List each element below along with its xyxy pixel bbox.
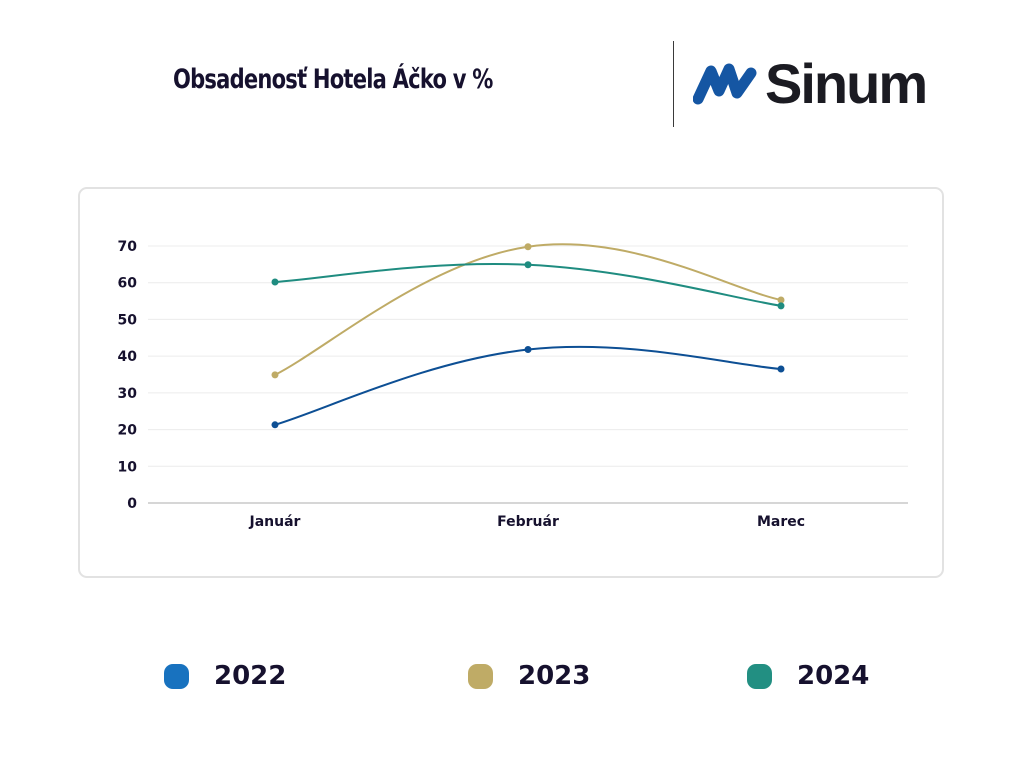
sinum-logo: Sinum bbox=[693, 52, 928, 115]
y-tick-label: 60 bbox=[118, 276, 138, 292]
data-point-2024-0 bbox=[271, 278, 279, 286]
y-tick-label: 40 bbox=[118, 349, 138, 365]
data-point-2022-1 bbox=[524, 346, 532, 354]
legend-item-2022: 2022 bbox=[164, 660, 286, 692]
y-tick-label: 70 bbox=[118, 239, 138, 255]
legend-item-2024: 2024 bbox=[747, 660, 869, 692]
data-point-2023-0 bbox=[271, 371, 279, 379]
sinum-wave-icon bbox=[693, 63, 757, 105]
legend-label-2024: 2024 bbox=[797, 661, 870, 691]
y-tick-label: 0 bbox=[127, 496, 137, 512]
data-point-2022-2 bbox=[777, 365, 785, 373]
data-point-2024-2 bbox=[777, 302, 785, 310]
data-point-2022-0 bbox=[271, 421, 279, 429]
series-line-2024 bbox=[274, 262, 782, 307]
data-point-2023-2 bbox=[777, 296, 785, 304]
legend-item-2023: 2023 bbox=[468, 660, 590, 692]
logo-text: Sinum bbox=[765, 52, 928, 115]
legend-swatch-2024 bbox=[747, 663, 772, 689]
x-tick-label: Marec bbox=[757, 514, 805, 530]
x-tick-label: Január bbox=[249, 514, 301, 530]
y-tick-label: 10 bbox=[118, 459, 138, 475]
legend-swatch-2023 bbox=[468, 663, 493, 689]
legend-label-2022: 2022 bbox=[214, 661, 287, 691]
line-chart: 0 10 20 30 40 50 60 70 Január Február Marec bbox=[118, 239, 908, 530]
series-line-2022 bbox=[274, 345, 782, 426]
y-tick-label: 30 bbox=[118, 386, 138, 402]
legend-swatch-2022 bbox=[164, 663, 189, 689]
header-divider bbox=[673, 41, 674, 127]
x-tick-label: Február bbox=[497, 514, 559, 530]
y-tick-label: 20 bbox=[118, 423, 138, 439]
data-point-2023-1 bbox=[524, 243, 532, 251]
chart-title: Obsadenosť Hotela Áčko v % bbox=[173, 64, 493, 95]
legend-label-2023: 2023 bbox=[518, 661, 591, 691]
chart-card: 0 10 20 30 40 50 60 70 Január Február Marec bbox=[78, 187, 944, 578]
data-point-2024-1 bbox=[524, 261, 532, 269]
y-tick-label: 50 bbox=[118, 312, 138, 328]
